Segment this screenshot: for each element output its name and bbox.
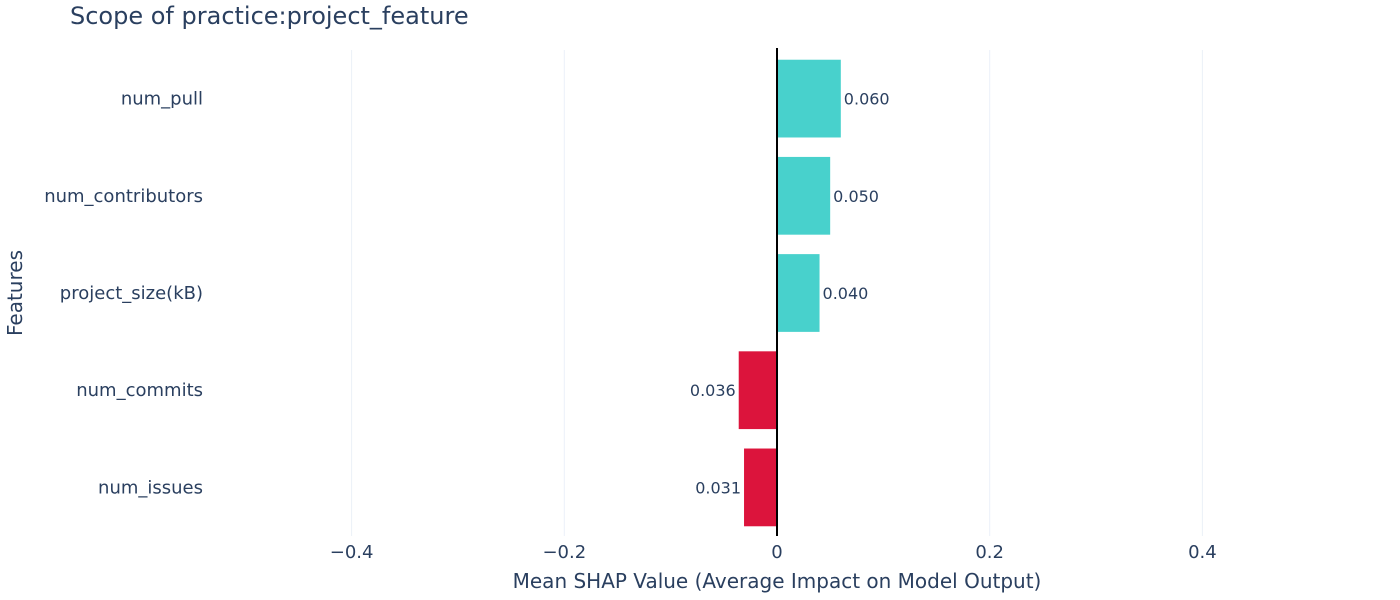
data-labels: 0.060 0.050 0.040 0.036 0.031 (690, 90, 890, 498)
x-tick-label: 0.4 (1188, 542, 1217, 563)
y-tick-labels: num_pull num_contributors project_size(kB)… (44, 89, 203, 499)
x-tick-label: 0 (771, 542, 782, 563)
y-tick-label: num_commits (76, 380, 203, 401)
bar-num-pull (777, 59, 841, 138)
data-label: 0.040 (823, 284, 869, 303)
bar-num-issues (744, 448, 777, 527)
data-label: 0.050 (833, 187, 879, 206)
x-axis-title: Mean SHAP Value (Average Impact on Model… (513, 569, 1042, 593)
x-tick-label: −0.2 (542, 542, 586, 563)
data-label: 0.031 (695, 478, 741, 497)
data-label: 0.060 (844, 90, 890, 109)
y-tick-label: project_size(kB) (60, 283, 203, 304)
y-tick-label: num_pull (121, 89, 203, 110)
x-tick-labels: −0.4 −0.2 0 0.2 0.4 (330, 542, 1217, 563)
y-tick-label: num_issues (98, 477, 203, 498)
x-tick-label: 0.2 (975, 542, 1004, 563)
bars (738, 59, 841, 527)
chart-title: Scope of practice:project_feature (70, 2, 469, 30)
bar-num-contributors (777, 156, 831, 235)
x-tick-label: −0.4 (330, 542, 374, 563)
bar-project-size-kb- (777, 254, 820, 332)
grid-lines (351, 50, 1203, 536)
data-label: 0.036 (690, 381, 736, 400)
y-tick-label: num_contributors (44, 186, 203, 207)
bar-num-commits (738, 351, 777, 430)
y-axis-title: Features (3, 250, 27, 336)
